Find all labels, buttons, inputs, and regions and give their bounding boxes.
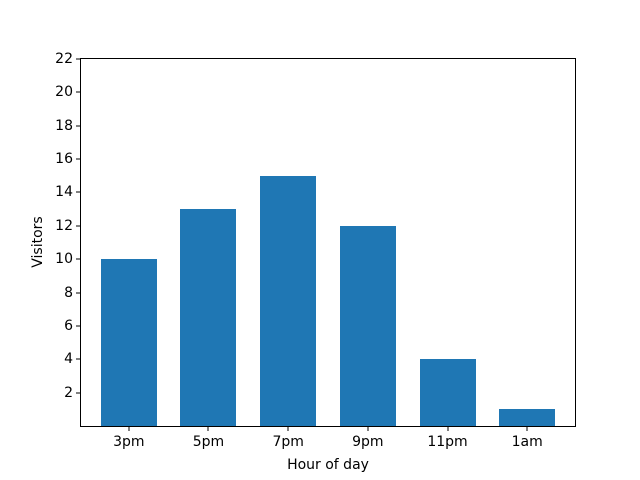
bar — [100, 259, 157, 426]
y-axis-tick-mark — [76, 91, 81, 93]
y-axis-tick-mark — [76, 325, 81, 327]
y-axis-tick-mark — [76, 125, 81, 127]
y-axis-tick-mark — [76, 258, 81, 260]
x-axis-tick-label: 1am — [511, 434, 543, 450]
plot-area: 2 4 6 8 10 12 14 16 18 20 22 3pm 5pm 7pm 9pm 11pm 1am — [55, 52, 576, 449]
x-axis-label: Hour of day — [287, 457, 369, 473]
x-axis-tick-label: 3pm — [113, 434, 145, 450]
bar — [419, 359, 476, 426]
y-axis-tick-label: 6 — [64, 317, 73, 334]
y-axis-tick-mark — [76, 392, 81, 394]
x-axis-tick-mark — [207, 426, 209, 431]
y-axis-tick-mark — [76, 225, 81, 227]
x-axis-tick-mark — [367, 426, 369, 431]
y-axis-tick-label: 20 — [55, 84, 73, 101]
y-axis-tick-mark — [76, 358, 81, 360]
bar — [339, 225, 396, 426]
y-axis-tick-mark — [76, 292, 81, 294]
y-axis-tick-label: 4 — [64, 351, 73, 368]
bar — [499, 409, 556, 426]
y-axis-tick-mark — [76, 58, 81, 60]
y-axis-tick-label: 18 — [55, 117, 73, 134]
y-axis-tick-label: 14 — [55, 184, 73, 201]
y-axis-tick-label: 2 — [64, 384, 73, 401]
bar — [260, 175, 317, 426]
x-axis-tick-mark — [526, 426, 528, 431]
x-axis-tick-mark — [447, 426, 449, 431]
x-axis-tick-label: 5pm — [192, 434, 225, 450]
x-axis-tick-label: 7pm — [272, 434, 304, 450]
x-axis-tick-label: 11pm — [427, 434, 468, 450]
plot-inner: 2 4 6 8 10 12 14 16 18 20 22 3pm 5pm 7pm 9pm 11pm 1am — [55, 52, 575, 449]
x-axis-tick-label: 9pm — [352, 434, 384, 450]
bar — [180, 209, 237, 426]
y-axis-label: Visitors — [30, 216, 46, 268]
y-axis-tick-label: 16 — [55, 151, 73, 168]
y-axis-tick-label: 10 — [55, 251, 73, 268]
y-axis-tick-mark — [76, 191, 81, 193]
y-axis-tick-mark — [76, 158, 81, 160]
x-axis-tick-mark — [128, 426, 130, 431]
y-axis-tick-label: 22 — [55, 51, 73, 67]
y-axis-tick-label: 8 — [64, 284, 73, 301]
x-axis-tick-mark — [287, 426, 289, 431]
y-axis-tick-label: 12 — [55, 217, 73, 234]
